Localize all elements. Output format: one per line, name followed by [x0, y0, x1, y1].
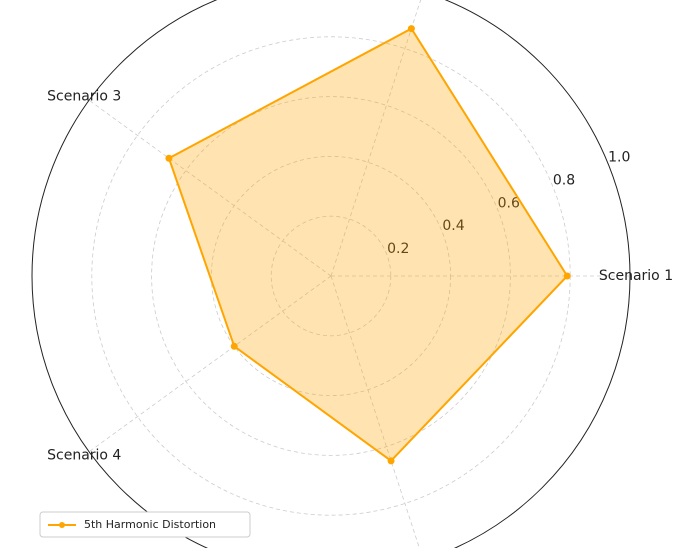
spoke — [330, 275, 420, 548]
r-tick-label: 0.6 — [498, 195, 520, 211]
series-area — [167, 27, 569, 463]
spoke — [330, 0, 422, 277]
legend-box — [39, 511, 251, 538]
data-point — [563, 272, 571, 280]
data-point — [230, 342, 238, 350]
data-point — [387, 457, 395, 465]
category-label: Scenario 4 — [47, 447, 121, 463]
r-tick-label: 0.8 — [553, 172, 575, 188]
spoke — [88, 99, 332, 277]
category-label: Scenario 3 — [47, 89, 121, 105]
r-tick-label: 1.0 — [608, 150, 630, 166]
r-tick-label: 0.2 — [387, 241, 409, 257]
grid-ring — [151, 96, 511, 456]
data-point — [165, 154, 173, 162]
legend-label: 5th Harmonic Distortion — [84, 518, 216, 531]
spoke — [88, 275, 332, 453]
legend-marker — [59, 522, 65, 528]
outer-ring — [31, 0, 631, 548]
data-point — [407, 25, 415, 33]
category-label: Scenario 1 — [599, 268, 673, 284]
r-tick-label: 0.4 — [442, 218, 464, 234]
legend: 5th Harmonic Distortion — [39, 511, 251, 538]
